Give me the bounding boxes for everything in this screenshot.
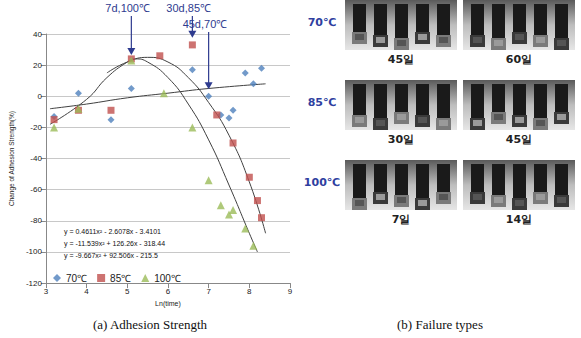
svg-text:Change of Adhesion Strength(%): Change of Adhesion Strength(%) (8, 111, 16, 206)
svg-text:-80: -80 (30, 216, 42, 225)
svg-text:30일: 30일 (388, 133, 414, 146)
svg-text:40: 40 (33, 30, 42, 39)
svg-text:60일: 60일 (506, 53, 532, 66)
svg-text:-60: -60 (30, 185, 42, 194)
svg-text:-100: -100 (26, 247, 43, 256)
svg-text:Ln(time): Ln(time) (155, 300, 181, 308)
svg-text:0: 0 (37, 92, 42, 101)
svg-text:-120: -120 (26, 279, 43, 288)
svg-text:8: 8 (247, 287, 252, 296)
svg-text:9: 9 (288, 287, 293, 296)
svg-text:(b) Failure types: (b) Failure types (397, 317, 483, 332)
svg-text:45일: 45일 (506, 133, 532, 146)
svg-text:-40: -40 (30, 154, 42, 163)
svg-text:y = 0.4611x² - 2.6078x - 3.410: y = 0.4611x² - 2.6078x - 3.4101 (64, 228, 161, 236)
svg-text:85℃: 85℃ (308, 96, 337, 109)
svg-text:6: 6 (166, 287, 171, 296)
svg-text:100℃: 100℃ (304, 176, 340, 189)
svg-text:y = -9.667x² + 92.506x - 215.5: y = -9.667x² + 92.506x - 215.5 (64, 252, 158, 260)
svg-text:7일: 7일 (392, 213, 411, 226)
svg-text:70℃: 70℃ (308, 16, 337, 29)
svg-text:20: 20 (33, 61, 42, 70)
svg-text:3: 3 (44, 287, 49, 296)
svg-text:70℃: 70℃ (66, 273, 87, 284)
svg-text:-20: -20 (30, 123, 42, 132)
svg-text:7d,100℃: 7d,100℃ (105, 2, 150, 14)
svg-text:45일: 45일 (388, 53, 414, 66)
svg-text:30d,85℃: 30d,85℃ (166, 2, 211, 14)
svg-text:85℃: 85℃ (110, 273, 131, 284)
svg-text:(a) Adhesion Strength: (a) Adhesion Strength (93, 317, 208, 332)
svg-text:y = -11.539x² + 126.26x - 318.: y = -11.539x² + 126.26x - 318.44 (64, 240, 165, 248)
svg-text:45d,70℃: 45d,70℃ (183, 18, 228, 30)
svg-text:14일: 14일 (506, 213, 532, 226)
svg-text:4: 4 (84, 287, 89, 296)
svg-text:100℃: 100℃ (154, 273, 181, 284)
svg-text:5: 5 (125, 287, 130, 296)
svg-text:7: 7 (206, 287, 211, 296)
